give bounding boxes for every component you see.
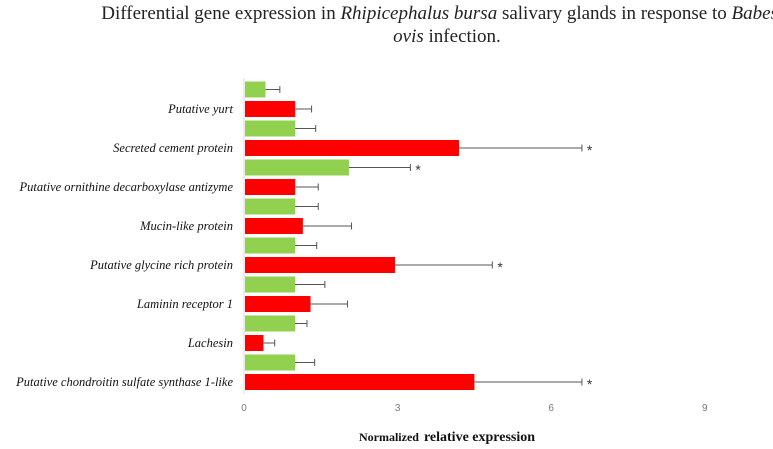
category-label: Secreted cement protein — [113, 141, 233, 155]
bar-red — [245, 218, 303, 234]
bar-red — [245, 335, 264, 351]
title-part-6: infection. — [424, 26, 501, 47]
category-label: Putative ornithine decarboxylase antizym… — [19, 180, 234, 194]
bar-red — [245, 257, 396, 273]
title-part-2: Rhipicephalus bursa — [339, 3, 497, 24]
x-axis-label-prefix: Normalized — [359, 430, 419, 444]
x-axis-label-main: relative expression — [424, 430, 535, 445]
bar-green — [245, 237, 296, 254]
bar-green — [245, 354, 296, 371]
bar-green — [245, 120, 296, 137]
bar-green — [245, 276, 296, 293]
x-tick-label: 6 — [548, 403, 554, 414]
bar-green — [245, 81, 266, 98]
significance-marker: * — [415, 162, 421, 178]
category-label: Mucin-like protein — [139, 219, 233, 233]
x-axis-ticks: 0 3 6 9 — [241, 403, 708, 414]
bar-green — [245, 159, 349, 176]
bar-green — [245, 315, 296, 332]
chart-title: Differential gene expression in Rhipicep… — [101, 3, 773, 47]
title-part-1: Differential gene expression in — [101, 3, 340, 24]
category-labels: Putative yurt Secreted cement protein Puta… — [15, 102, 233, 389]
category-label: Lachesin — [187, 336, 233, 350]
bar-red — [245, 140, 460, 156]
x-axis-label: Normalized relative expression — [359, 430, 535, 445]
significance-marker: * — [497, 259, 503, 275]
bar-red — [245, 296, 311, 312]
bar-green — [245, 198, 296, 215]
x-tick-label: 9 — [702, 403, 708, 414]
significance-marker: * — [587, 142, 593, 158]
category-label: Putative yurt — [167, 102, 233, 116]
significance-marker: * — [587, 376, 593, 392]
bar-red — [245, 101, 296, 117]
category-label: Putative chondroitin sulfate synthase 1-… — [15, 375, 233, 389]
title-part-5: ovis — [393, 26, 424, 47]
x-tick-label: 3 — [395, 403, 401, 414]
plot-area: * * * * — [243, 77, 593, 394]
category-label: Putative glycine rich protein — [89, 258, 233, 272]
x-tick-label: 0 — [241, 403, 247, 414]
category-label: Laminin receptor 1 — [136, 297, 233, 311]
svg-text:Differential gene expression i: Differential gene expression in Rhipicep… — [101, 3, 773, 24]
title-part-4: Babesia — [732, 3, 773, 24]
svg-text:ovis infection.: ovis infection. — [393, 26, 501, 47]
bar-red — [245, 179, 296, 195]
bar-red — [245, 374, 475, 390]
title-part-3: salivary glands in response to — [497, 3, 731, 24]
